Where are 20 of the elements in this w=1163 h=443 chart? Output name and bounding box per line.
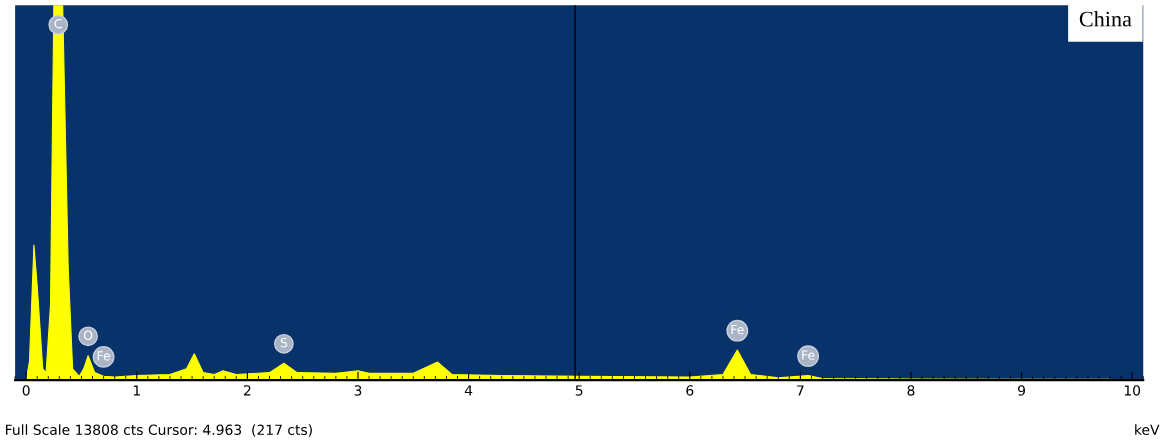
- chart-title: China: [1079, 10, 1132, 27]
- x-tick-label: 10: [1124, 385, 1141, 396]
- x-tick-label: 6: [686, 385, 694, 396]
- x-axis-title: keV: [1135, 424, 1160, 435]
- x-tick-label: 8: [907, 385, 915, 396]
- annotation: S: [280, 337, 288, 348]
- annotation: Fe: [97, 351, 111, 361]
- x-tick-label: 1: [133, 385, 140, 396]
- annotation: Fe: [731, 325, 744, 335]
- annotation: O: [83, 330, 93, 340]
- x-tick-label: 3: [354, 385, 362, 396]
- x-tick-label: 9: [1018, 385, 1026, 396]
- x-tick-label: 2: [243, 385, 251, 396]
- x-tick-label: 5: [575, 385, 583, 396]
- x-tick-label: 4: [464, 385, 473, 396]
- x-tick-label: 7: [797, 385, 804, 396]
- annotation: Fe: [802, 350, 815, 360]
- x-tick-label: 0: [22, 385, 30, 396]
- annotation: C: [54, 18, 62, 29]
- text: Full Scale 13808 cts Cursor: 4.963 (217 cts): [6, 424, 312, 437]
